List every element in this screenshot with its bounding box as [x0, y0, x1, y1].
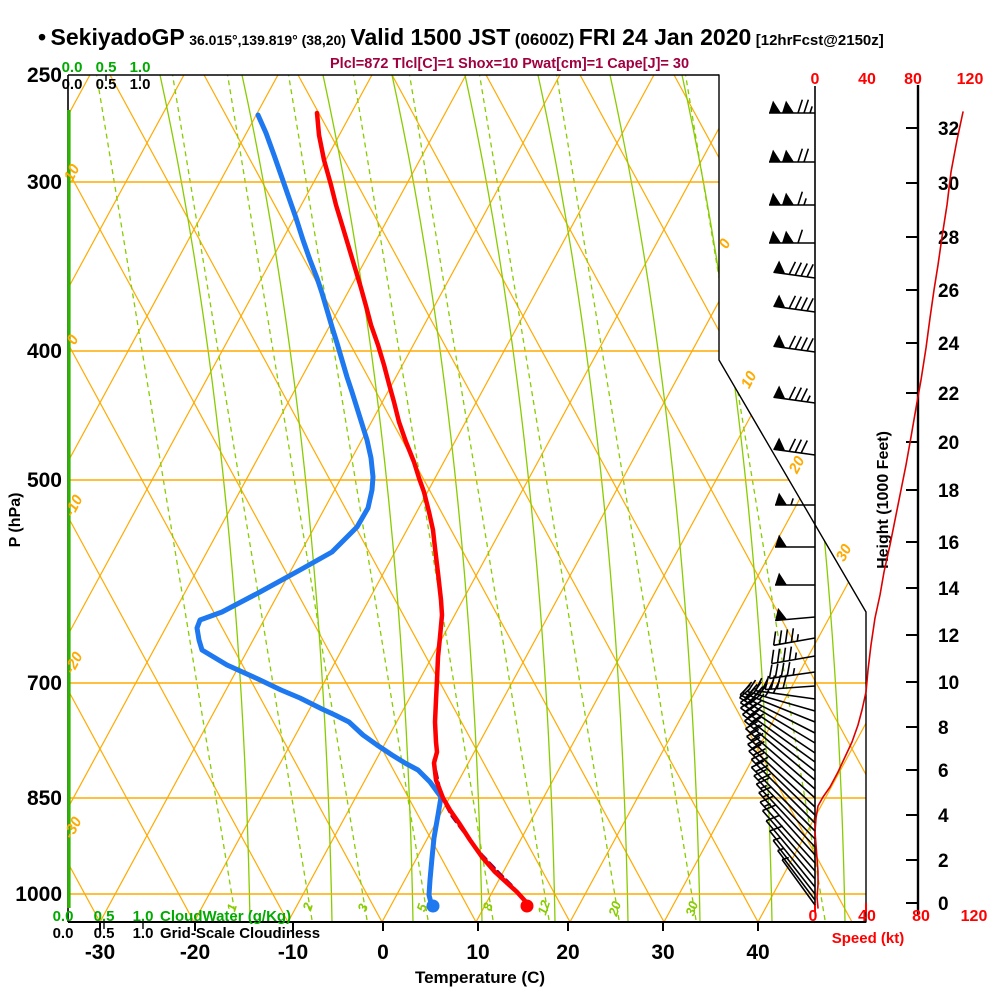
stability-indices: Plcl=872 Tlcl[C]=1 Shox=10 Pwat[cm]=1 Ca…	[330, 56, 690, 72]
svg-text:1.0: 1.0	[130, 59, 151, 76]
forecast-tag: [12hrFcst@2150z]	[755, 32, 884, 49]
dewpoint-curve	[194, 112, 444, 906]
svg-text:0.5: 0.5	[96, 59, 117, 76]
svg-text:-10: -10	[278, 941, 308, 964]
svg-text:P (hPa): P (hPa)	[7, 493, 24, 548]
svg-text:Height (1000 Feet): Height (1000 Feet)	[875, 431, 892, 569]
temperature-curve	[314, 110, 530, 906]
svg-text:0: 0	[938, 894, 949, 915]
svg-text:3: 3	[354, 901, 371, 913]
svg-text:10: 10	[466, 941, 489, 964]
svg-text:20: 20	[605, 899, 624, 919]
wind-barbs	[739, 99, 816, 906]
svg-text:1: 1	[223, 902, 240, 914]
temperature-surface-dot	[520, 899, 534, 913]
dewpoint-surface-dot	[426, 899, 440, 913]
svg-text:120: 120	[957, 71, 984, 88]
svg-text:-20: -20	[61, 649, 86, 677]
svg-text:120: 120	[961, 908, 988, 925]
svg-text:250: 250	[27, 64, 62, 87]
svg-text:400: 400	[27, 340, 62, 363]
station-coords: 36.015°,139.819° (38,20)	[189, 32, 346, 48]
svg-text:32: 32	[938, 119, 959, 140]
svg-text:1000: 1000	[15, 883, 62, 906]
svg-text:30: 30	[651, 941, 674, 964]
dry-adiabat-lines	[68, 75, 866, 922]
svg-text:0: 0	[377, 941, 389, 964]
svg-text:0.0: 0.0	[53, 908, 74, 925]
svg-text:1.0: 1.0	[133, 925, 154, 942]
svg-text:0.0: 0.0	[53, 925, 74, 942]
svg-text:500: 500	[27, 469, 62, 492]
svg-text:40: 40	[858, 71, 876, 88]
svg-text:4: 4	[938, 806, 949, 827]
svg-text:14: 14	[938, 579, 960, 600]
svg-text:10: 10	[738, 368, 761, 391]
svg-text:-30: -30	[60, 814, 85, 842]
svg-text:-10: -10	[61, 492, 86, 520]
svg-text:20: 20	[556, 941, 579, 964]
svg-text:40: 40	[746, 941, 769, 964]
svg-text:40: 40	[858, 908, 876, 925]
plot-border	[67, 74, 867, 931]
svg-text:1.0: 1.0	[133, 908, 154, 925]
station-name: SekiyadoGP	[50, 24, 185, 50]
svg-text:20: 20	[785, 453, 809, 477]
svg-text:8: 8	[938, 718, 949, 739]
svg-text:0.0: 0.0	[62, 76, 83, 93]
svg-text:0.5: 0.5	[94, 925, 115, 942]
svg-text:0: 0	[809, 908, 818, 925]
svg-text:6: 6	[938, 761, 949, 782]
svg-text:18: 18	[938, 481, 959, 502]
svg-text:1.0: 1.0	[130, 76, 151, 93]
svg-text:2: 2	[299, 900, 316, 913]
moist-adiabat-lines	[159, 75, 846, 922]
svg-text:0: 0	[811, 71, 820, 88]
valid-utc: (0600Z)	[514, 30, 575, 49]
svg-text:0: 0	[64, 332, 83, 348]
svg-text:26: 26	[938, 281, 959, 302]
svg-text:30: 30	[833, 541, 856, 564]
chart-title: • SekiyadoGP 36.015°,139.819° (38,20) Va…	[38, 24, 988, 51]
svg-text:24: 24	[938, 334, 960, 355]
svg-text:Speed (kt): Speed (kt)	[832, 930, 905, 947]
svg-text:10: 10	[61, 161, 84, 184]
svg-text:80: 80	[912, 908, 930, 925]
svg-text:850: 850	[27, 787, 62, 810]
valid-date: FRI 24 Jan 2020	[578, 24, 752, 50]
svg-text:CloudWater (g/Kg): CloudWater (g/Kg)	[160, 908, 291, 925]
svg-text:-20: -20	[180, 941, 210, 964]
svg-text:-30: -30	[85, 941, 115, 964]
svg-text:Temperature (C): Temperature (C)	[415, 968, 545, 987]
mixing-ratio-lines	[95, 75, 826, 921]
svg-text:700: 700	[27, 672, 62, 695]
pressure-gridlines	[68, 181, 866, 895]
svg-text:12: 12	[938, 626, 959, 647]
svg-text:Grid-Scale Cloudiness: Grid-Scale Cloudiness	[160, 925, 320, 942]
wind-speed-profile	[814, 111, 964, 909]
svg-text:30: 30	[682, 899, 701, 918]
svg-text:30: 30	[938, 174, 959, 195]
svg-text:20: 20	[938, 433, 959, 454]
svg-text:0.5: 0.5	[94, 908, 115, 925]
svg-text:300: 300	[27, 171, 62, 194]
svg-text:0.5: 0.5	[96, 76, 117, 93]
isotherm-lines	[68, 75, 866, 922]
cloudwater-scale: 0.00.00.50.51.01.00.00.00.50.51.01.0Clou…	[53, 59, 320, 942]
title-bullet: •	[38, 24, 47, 50]
svg-text:12: 12	[534, 898, 553, 917]
svg-text:16: 16	[938, 533, 959, 554]
svg-text:10: 10	[938, 673, 959, 694]
svg-text:2: 2	[938, 851, 949, 872]
svg-text:80: 80	[904, 71, 922, 88]
valid-time: Valid 1500 JST	[350, 24, 511, 50]
svg-text:22: 22	[938, 384, 959, 405]
svg-text:0.0: 0.0	[62, 59, 83, 76]
